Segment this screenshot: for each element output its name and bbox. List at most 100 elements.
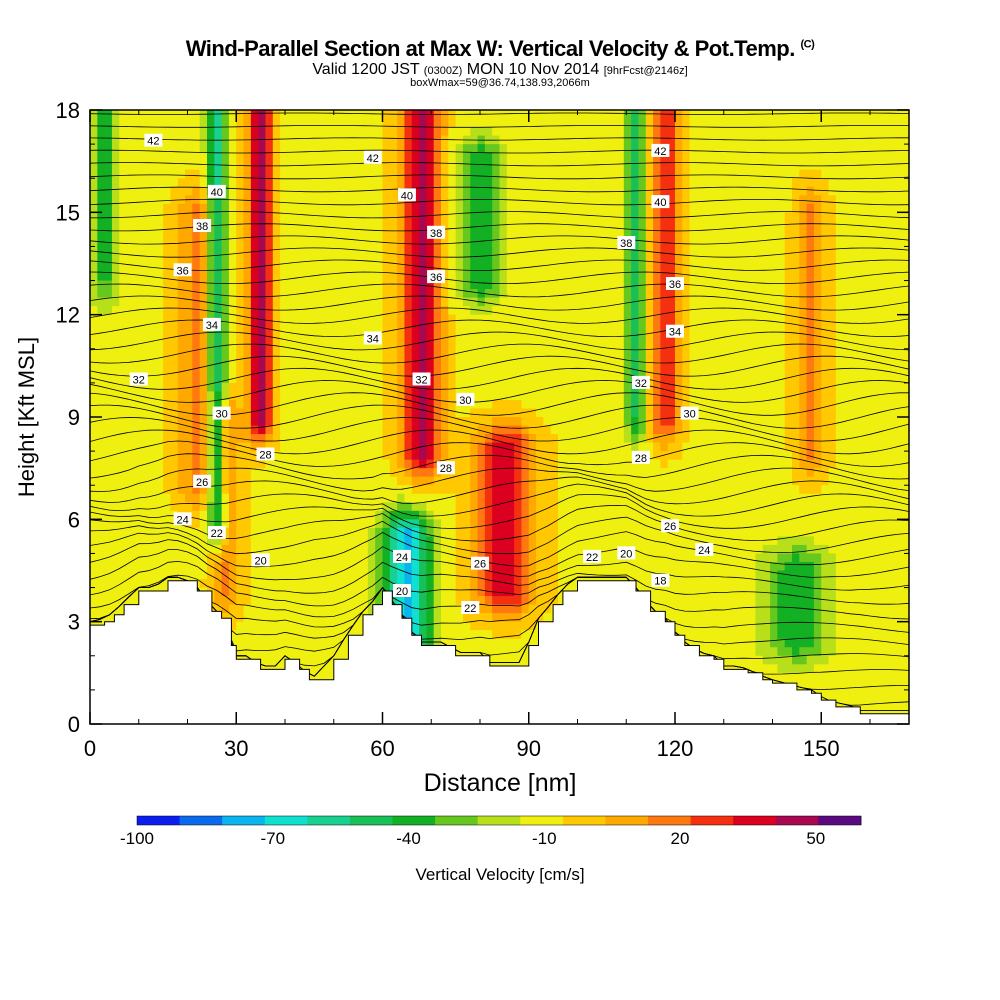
field-cell: [521, 203, 530, 213]
field-cell: [104, 561, 113, 572]
field-cell: [243, 613, 252, 623]
field-cell: [441, 152, 449, 162]
field-cell: [280, 272, 289, 282]
field-cell: [141, 399, 150, 410]
field-cell: [214, 340, 223, 350]
field-cell: [97, 306, 106, 316]
field-cell: [155, 536, 164, 546]
field-cell: [207, 502, 215, 512]
field-cell: [536, 314, 544, 324]
field-cell: [521, 127, 530, 137]
field-cell: [104, 144, 113, 154]
field-cell: [528, 186, 537, 196]
field-cell: [111, 536, 120, 546]
field-cell: [126, 451, 135, 461]
field-cell: [294, 647, 303, 657]
field-cell: [514, 510, 523, 520]
field-cell: [104, 408, 113, 418]
field-cell: [455, 519, 464, 529]
field-cell: [499, 272, 508, 282]
field-cell: [316, 220, 325, 230]
field-cell: [462, 442, 471, 452]
field-cell: [221, 391, 230, 401]
field-cell: [258, 570, 267, 580]
field-cell: [397, 135, 406, 145]
field-cell: [353, 280, 362, 290]
field-cell: [353, 468, 362, 478]
field-cell: [565, 254, 574, 265]
field-cell: [119, 178, 128, 188]
field-cell: [367, 519, 376, 529]
field-cell: [119, 604, 128, 614]
field-cell: [148, 229, 157, 239]
field-cell: [90, 340, 98, 350]
field-cell: [397, 220, 406, 230]
field-cell: [521, 144, 530, 154]
field-cell: [236, 570, 245, 580]
field-cell: [492, 272, 501, 282]
field-cell: [587, 152, 596, 162]
field-cell: [250, 110, 259, 120]
field-cell: [389, 212, 398, 222]
field-cell: [90, 203, 98, 213]
field-cell: [294, 110, 303, 120]
field-cell: [514, 382, 523, 393]
field-cell: [572, 382, 581, 393]
field-cell: [126, 135, 135, 145]
field-cell: [243, 382, 252, 393]
field-cell: [90, 459, 98, 469]
field-cell: [565, 451, 574, 461]
field-cell: [170, 297, 179, 307]
field-cell: [258, 502, 267, 512]
field-cell: [477, 630, 486, 640]
field-cell: [141, 323, 150, 333]
field-cell: [324, 434, 332, 444]
field-cell: [521, 434, 530, 444]
field-cell: [155, 323, 164, 333]
field-cell: [441, 365, 449, 375]
field-cell: [572, 195, 581, 205]
field-cell: [367, 476, 376, 486]
field-cell: [506, 289, 515, 299]
field-cell: [228, 442, 237, 452]
field-cell: [170, 246, 179, 256]
field-cell: [455, 323, 464, 333]
field-cell: [558, 382, 566, 393]
field-cell: [565, 536, 574, 546]
field-cell: [579, 510, 588, 520]
field-cell: [536, 451, 544, 461]
field-cell: [448, 630, 457, 640]
field-cell: [470, 579, 479, 589]
field-cell: [294, 280, 303, 290]
field-cell: [367, 408, 376, 418]
field-cell: [236, 596, 245, 606]
field-cell: [111, 391, 120, 401]
field-cell: [558, 110, 566, 120]
field-cell: [448, 306, 457, 316]
field-cell: [228, 237, 237, 248]
field-cell: [360, 289, 369, 299]
field-cell: [148, 127, 157, 137]
field-cell: [133, 331, 142, 341]
field-cell: [499, 161, 508, 171]
field-cell: [192, 186, 201, 196]
field-cell: [272, 118, 281, 128]
field-cell: [236, 340, 245, 350]
field-cell: [360, 186, 369, 196]
field-cell: [470, 203, 479, 213]
field-cell: [536, 110, 544, 120]
field-cell: [484, 442, 493, 452]
field-cell: [543, 203, 552, 213]
field-cell: [214, 510, 223, 520]
field-cell: [411, 596, 420, 606]
field-cell: [382, 425, 391, 435]
field-cell: [477, 459, 486, 469]
field-cell: [455, 570, 464, 580]
field-cell: [353, 348, 362, 358]
field-cell: [294, 144, 303, 154]
field-cell: [572, 476, 581, 486]
field-cell: [236, 493, 245, 503]
field-cell: [528, 417, 537, 427]
field-cell: [287, 272, 296, 282]
field-cell: [309, 621, 318, 631]
